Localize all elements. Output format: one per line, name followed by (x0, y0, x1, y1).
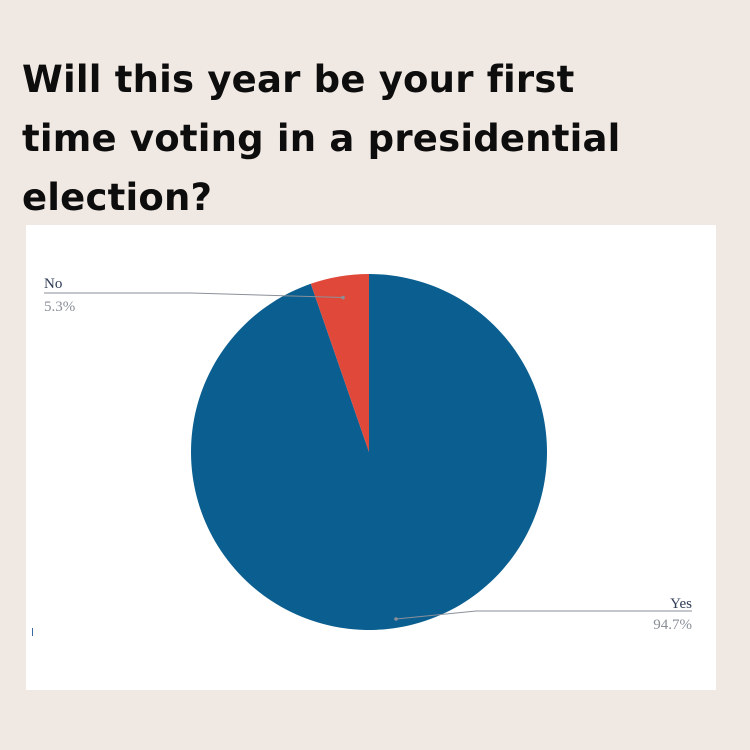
page-title: Will this year be your first time voting… (22, 58, 621, 219)
leader-line-yes (395, 610, 692, 620)
leader-dot-no (341, 295, 345, 300)
pie-chart: Yes 94.7% No 5.3% (44, 274, 692, 633)
slice-label-no: No (44, 276, 62, 292)
slice-percent-yes: 94.7% (653, 617, 692, 633)
leader-line-no (44, 292, 344, 299)
pie-slice-yes (191, 274, 548, 630)
pie-slice-no (310, 274, 369, 452)
slice-label-yes: Yes (670, 596, 692, 612)
leader-dot-yes (394, 617, 398, 621)
slice-percent-no: 5.3% (44, 299, 75, 315)
edge-tick (32, 628, 33, 636)
chart-card: Yes 94.7% No 5.3% (26, 225, 716, 690)
